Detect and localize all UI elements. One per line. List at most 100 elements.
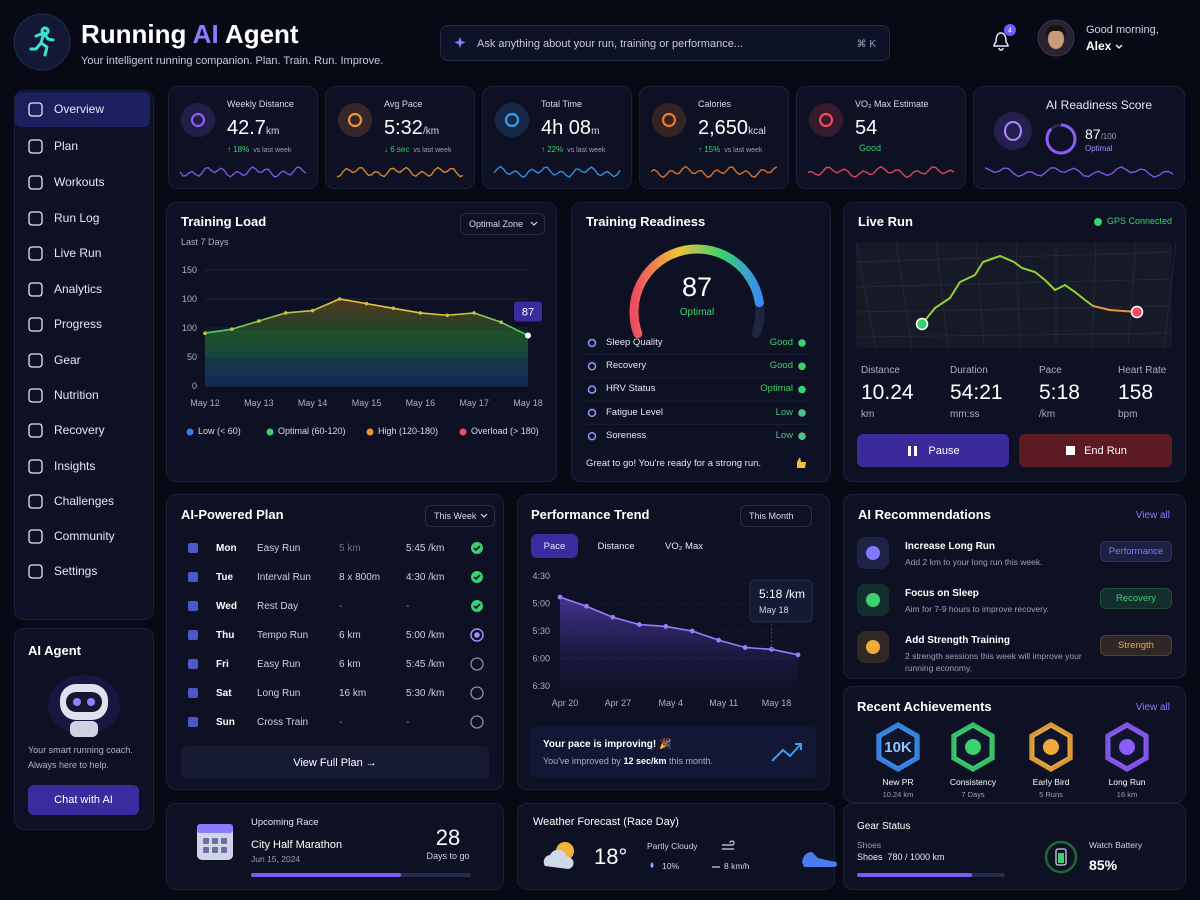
stat-value-group: 4h 08m — [541, 115, 599, 141]
view-plan-button[interactable]: View Full Plan → — [181, 746, 489, 779]
end-label: 87 — [522, 307, 534, 319]
map-road — [855, 278, 1173, 288]
stat-value: 42.7 — [227, 117, 266, 139]
sparkline — [493, 165, 621, 179]
user-name[interactable]: Alex — [1086, 39, 1112, 54]
stat-label: Calories — [698, 99, 732, 110]
plan-workout: Interval Run — [257, 571, 311, 583]
nav-item[interactable]: Nutrition — [54, 388, 99, 403]
nav-item[interactable]: Gear — [54, 353, 81, 368]
nav-active[interactable] — [15, 92, 150, 127]
drop-icon — [650, 862, 654, 868]
status-current — [470, 628, 484, 642]
route-finish — [1130, 305, 1144, 319]
end-run-button[interactable]: End Run — [1019, 434, 1172, 467]
dropdown[interactable]: This Month — [740, 505, 812, 527]
map-road — [1127, 241, 1137, 349]
view-all[interactable]: View all — [1135, 701, 1170, 713]
map-road — [855, 332, 1173, 338]
plan-pace: 5:00 /km — [406, 629, 445, 641]
workout-icon — [188, 717, 198, 727]
dropdown[interactable]: This Week — [425, 505, 495, 527]
stat-unit: km — [265, 126, 280, 137]
rec-tag[interactable]: Strength — [1100, 635, 1172, 656]
y-tick-label: 4:30 — [532, 571, 550, 581]
x-tick-label: May 11 — [709, 698, 738, 708]
sparkline — [807, 165, 955, 179]
rec-title: Increase Long Run — [905, 540, 996, 552]
readiness-status: Optimal — [679, 306, 715, 318]
plan-pace: 5:45 /km — [406, 542, 445, 554]
point — [257, 319, 261, 323]
metric-unit: km — [861, 408, 875, 420]
nav-icon — [28, 211, 43, 226]
tab[interactable]: Distance — [597, 540, 635, 552]
gps-dot — [1094, 218, 1102, 226]
point — [584, 603, 589, 609]
sidebar — [14, 90, 154, 620]
race-date: Jun 15, 2024 — [251, 854, 301, 865]
calendar-cell — [203, 847, 209, 853]
panel-subtitle: Last 7 Days — [181, 237, 229, 248]
battery-icon — [1055, 848, 1067, 866]
nav-item[interactable]: Community — [54, 529, 115, 544]
nav-item[interactable]: Recovery — [54, 423, 105, 438]
nav-item[interactable]: Settings — [54, 564, 98, 579]
pause-button[interactable]: Pause — [857, 434, 1009, 467]
rec-tag[interactable]: Recovery — [1100, 588, 1172, 609]
nav-item[interactable]: Analytics — [54, 282, 103, 297]
nav-item[interactable]: Live Run — [54, 246, 102, 261]
nav-item[interactable]: Insights — [54, 459, 96, 474]
robot-body — [70, 721, 98, 737]
plan-day: Sat — [216, 687, 232, 699]
x-tick-label: May 17 — [459, 398, 489, 408]
robot-eye — [87, 698, 95, 706]
metric-value: 158 — [1118, 381, 1154, 405]
panel-title: AI-Powered Plan — [181, 506, 284, 522]
rec-icon — [866, 593, 880, 607]
plan-day: Fri — [216, 658, 229, 670]
x-tick-label: May 18 — [513, 398, 543, 408]
rec-tag[interactable]: Performance — [1100, 541, 1172, 562]
point — [472, 311, 476, 315]
item-name: Soreness — [606, 430, 647, 442]
y-tick-label: 0 — [192, 381, 197, 391]
calendar-cell — [203, 838, 209, 844]
plan-panel — [166, 494, 504, 790]
plan-distance: 6 km — [339, 629, 361, 641]
x-tick-label: May 13 — [244, 398, 274, 408]
chat-button[interactable]: Chat with AI — [28, 785, 139, 815]
check — [473, 603, 481, 610]
tab[interactable]: Pace — [531, 534, 578, 558]
stat-unit: /100 — [1100, 131, 1117, 141]
view-all[interactable]: View all — [1135, 509, 1170, 521]
item-icon — [587, 362, 597, 371]
status-current-dot — [474, 632, 480, 638]
dropdown[interactable]: Optimal Zone — [460, 213, 545, 235]
nav-item[interactable]: Overview — [54, 102, 105, 117]
badge-inner — [879, 726, 917, 768]
nav-icon — [28, 353, 43, 368]
nav-icon — [28, 317, 43, 332]
tab[interactable]: VO₂ Max — [665, 540, 703, 552]
stat-icon — [347, 112, 363, 128]
panel-title: Training Load — [181, 213, 267, 229]
nav-item[interactable]: Plan — [54, 139, 79, 154]
point — [364, 301, 369, 306]
nav-item[interactable]: Run Log — [54, 211, 100, 226]
x-tick-label: May 4 — [659, 698, 684, 708]
badge-icon — [1119, 739, 1135, 755]
stat-value-group: 5:32/km — [384, 115, 439, 141]
rec-title: Focus on Sleep — [905, 587, 979, 599]
end-point — [525, 332, 531, 339]
nav-item[interactable]: Progress — [54, 317, 103, 332]
nav-item[interactable]: Challenges — [54, 494, 115, 509]
stat-icon-bg — [652, 103, 686, 137]
battery-level — [1058, 853, 1064, 863]
achievement-name: New PR — [882, 777, 914, 788]
nav-item[interactable]: Workouts — [54, 175, 105, 190]
search-box[interactable] — [440, 25, 890, 61]
stat-note: vs last week — [567, 146, 606, 154]
search-placeholder[interactable]: Ask anything about your run, training or… — [477, 37, 743, 50]
rec-icon — [866, 546, 880, 560]
